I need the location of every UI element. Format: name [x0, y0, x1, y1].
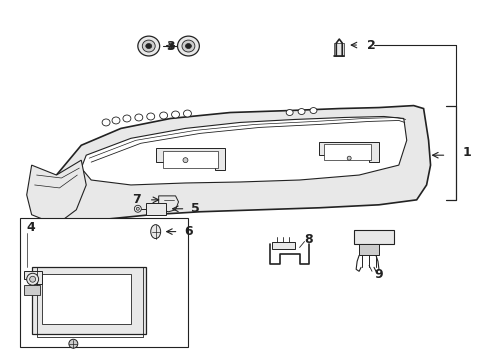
- Text: 1: 1: [462, 146, 471, 159]
- Polygon shape: [156, 148, 225, 170]
- Ellipse shape: [347, 156, 351, 160]
- Ellipse shape: [147, 113, 155, 120]
- Text: 3: 3: [166, 40, 175, 53]
- Ellipse shape: [134, 205, 141, 212]
- Polygon shape: [24, 271, 42, 284]
- Ellipse shape: [146, 44, 152, 49]
- Ellipse shape: [183, 110, 192, 117]
- Ellipse shape: [151, 225, 161, 239]
- Text: 7: 7: [132, 193, 141, 206]
- Ellipse shape: [26, 273, 39, 285]
- Text: 8: 8: [305, 233, 313, 246]
- Text: 9: 9: [374, 268, 383, 281]
- Polygon shape: [159, 196, 178, 212]
- Ellipse shape: [112, 117, 120, 124]
- Ellipse shape: [69, 339, 78, 348]
- Text: 5: 5: [192, 202, 200, 215]
- Polygon shape: [26, 160, 86, 225]
- Ellipse shape: [135, 114, 143, 121]
- Bar: [20, 218, 189, 347]
- Text: 6: 6: [184, 225, 193, 238]
- Ellipse shape: [172, 111, 179, 118]
- Polygon shape: [163, 151, 218, 168]
- Text: 4: 4: [26, 221, 35, 234]
- Polygon shape: [81, 117, 407, 185]
- Ellipse shape: [298, 109, 305, 114]
- Polygon shape: [272, 242, 294, 249]
- Ellipse shape: [177, 36, 199, 56]
- Polygon shape: [359, 244, 379, 255]
- Ellipse shape: [138, 36, 160, 56]
- Ellipse shape: [142, 40, 155, 52]
- Ellipse shape: [30, 276, 36, 282]
- Ellipse shape: [160, 112, 168, 119]
- Polygon shape: [354, 230, 394, 244]
- Polygon shape: [334, 43, 344, 56]
- Polygon shape: [24, 285, 40, 295]
- Ellipse shape: [102, 119, 110, 126]
- Ellipse shape: [182, 40, 195, 52]
- Polygon shape: [319, 142, 379, 162]
- Ellipse shape: [310, 108, 317, 113]
- Polygon shape: [42, 274, 131, 324]
- Text: 2: 2: [367, 39, 376, 51]
- Polygon shape: [324, 144, 371, 160]
- Ellipse shape: [123, 115, 131, 122]
- Polygon shape: [32, 267, 146, 334]
- Ellipse shape: [286, 109, 293, 116]
- Ellipse shape: [185, 44, 192, 49]
- Ellipse shape: [183, 158, 188, 163]
- Polygon shape: [146, 203, 166, 215]
- Polygon shape: [42, 105, 431, 235]
- Ellipse shape: [136, 207, 139, 210]
